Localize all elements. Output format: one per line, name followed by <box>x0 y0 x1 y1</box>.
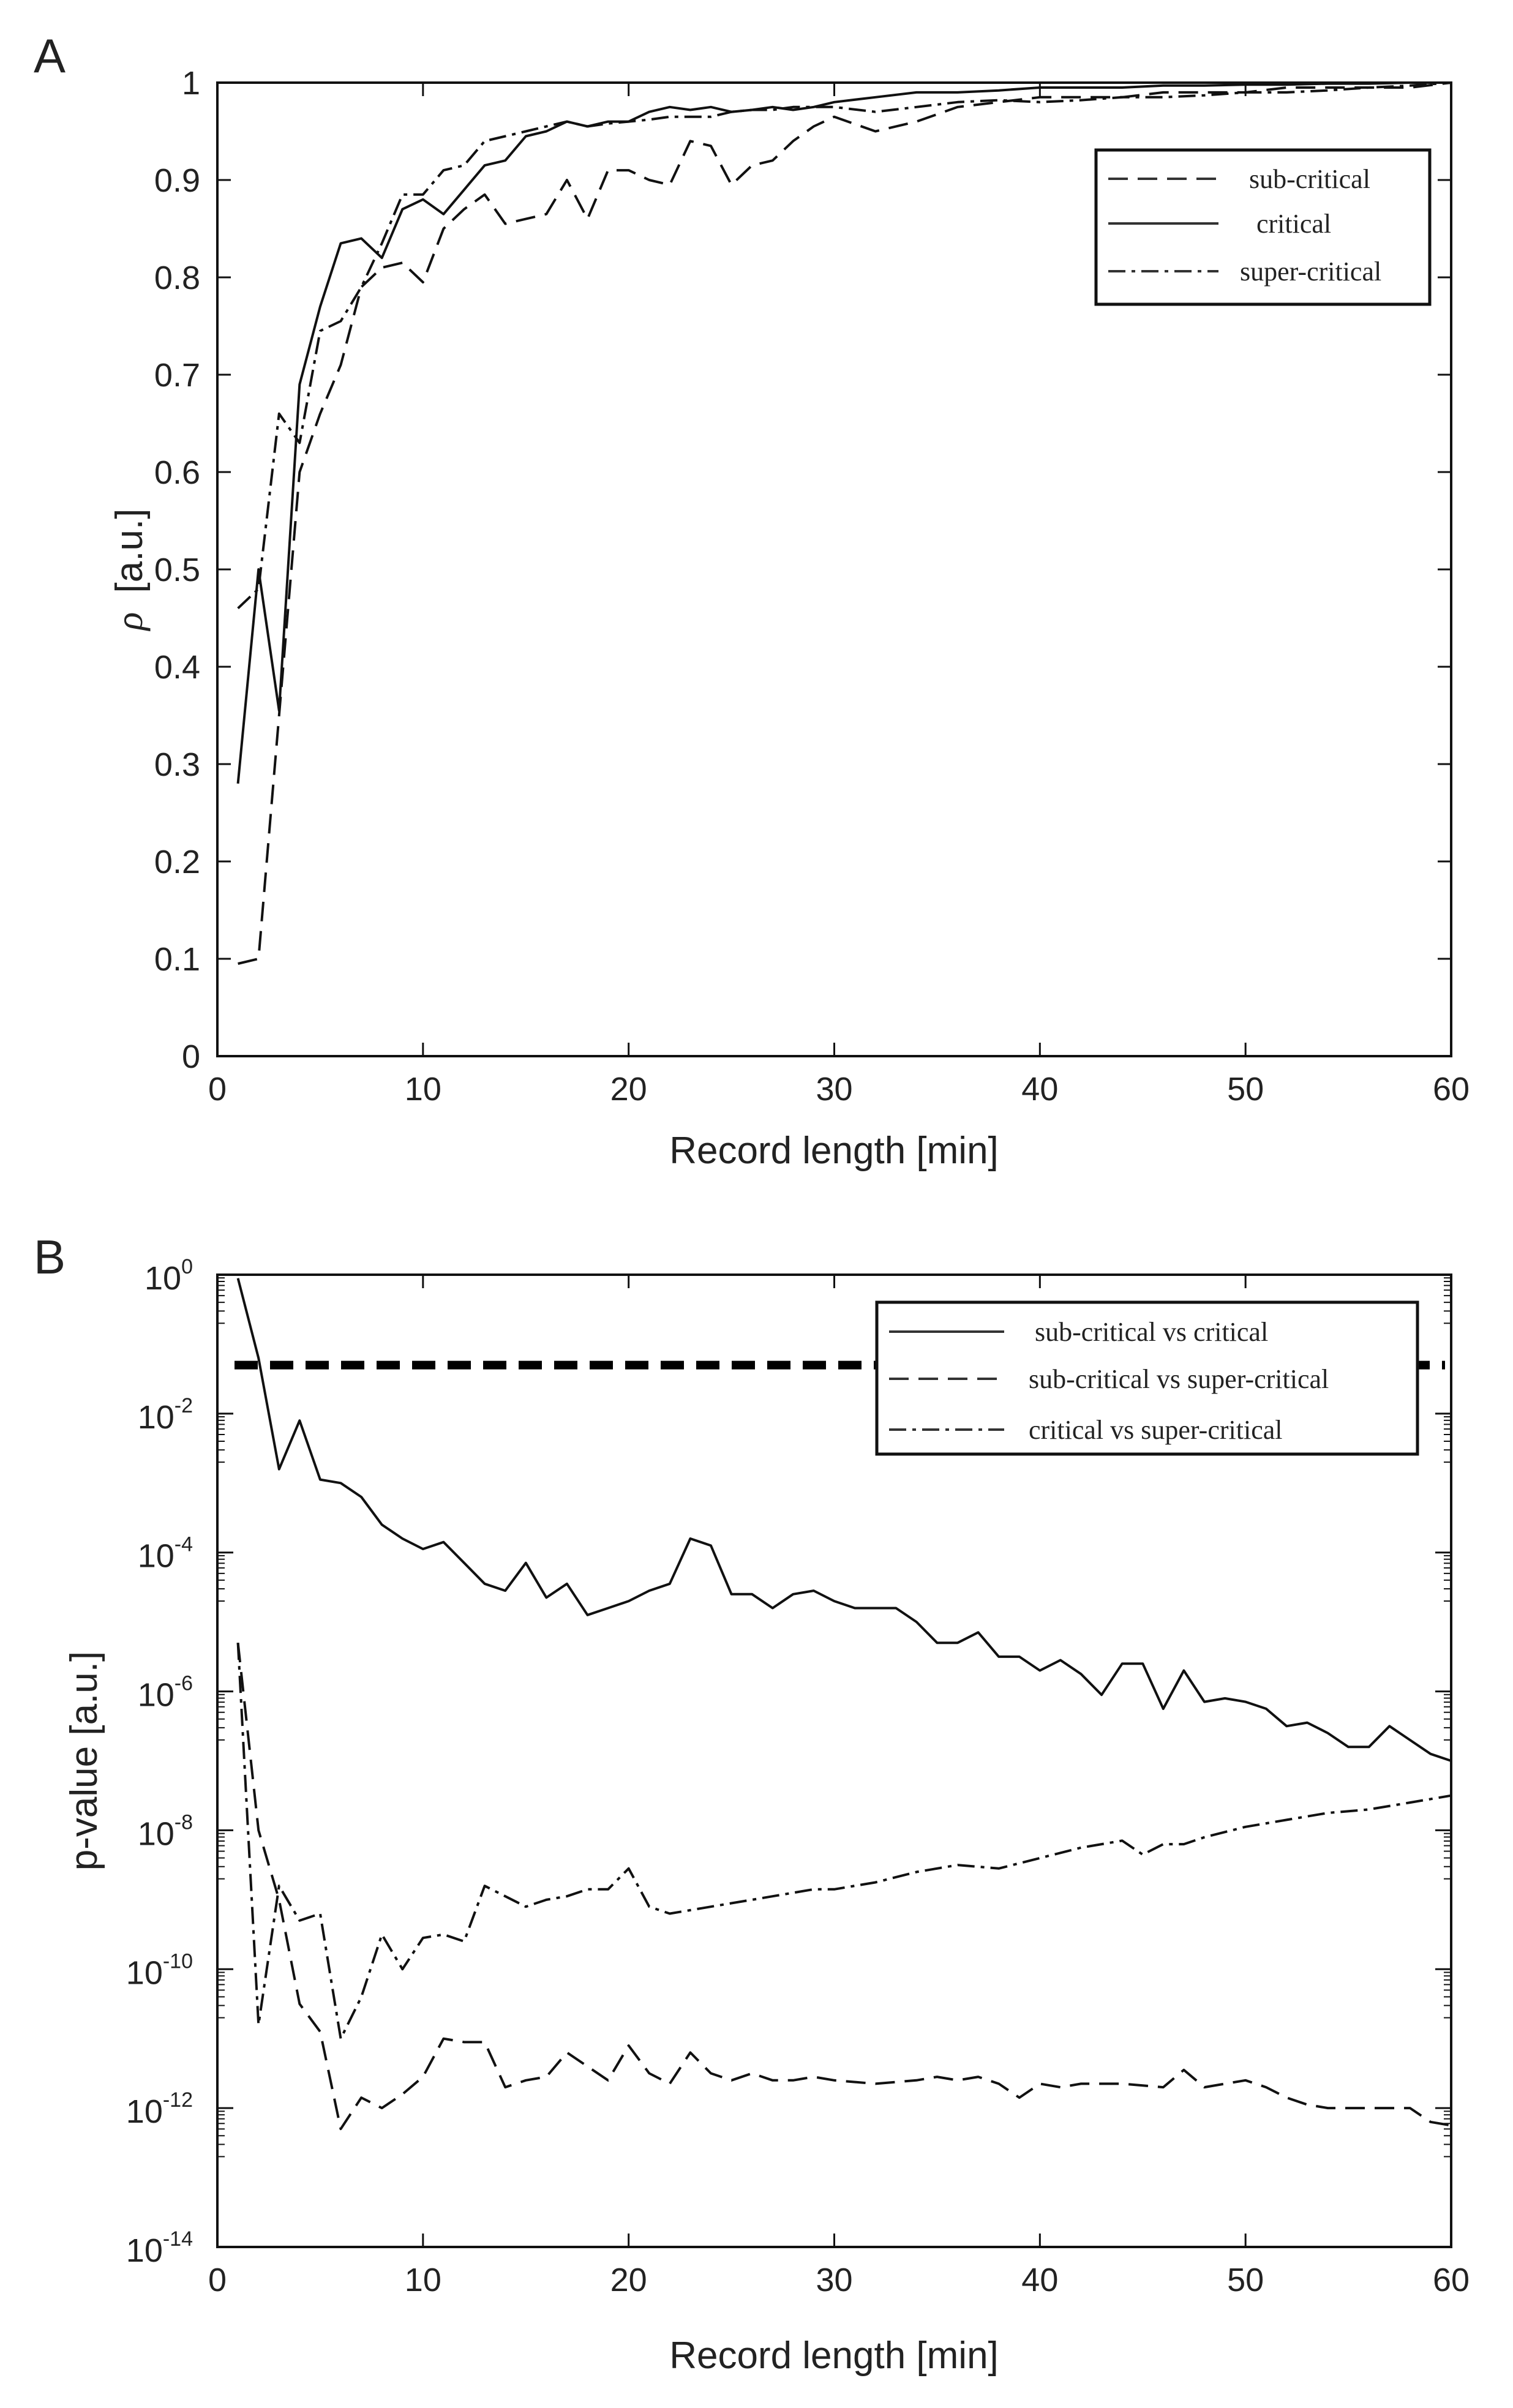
series-line-super-critical <box>237 81 1452 610</box>
panel-b-y-ticks: 100 10-2 10-4 10-6 10-8 10-10 10-12 10-14 <box>126 1255 1451 2269</box>
panel-a-y-tick-label: 0.7 <box>154 357 200 394</box>
panel-a-y-axis-symbol: ρ <box>109 612 151 632</box>
panel-b-x-tick-label: 40 <box>1021 2262 1058 2298</box>
panel-b-y-tick-label: 10-10 <box>126 1949 193 1991</box>
panel-a-x-tick-label: 0 <box>208 1071 227 1108</box>
panel-a-legend-box <box>1094 148 1432 306</box>
panel-a-y-tick-label: 0.6 <box>154 454 200 491</box>
panel-a-legend: sub-critical critical super-critical <box>1094 148 1432 306</box>
panel-a-y-ticks: 0 0.1 0.2 0.3 0.4 0.5 0.6 0.7 0.8 0.9 1 <box>154 65 1451 1075</box>
panel-a-series <box>236 81 1452 965</box>
panel-b-x-tick-label: 30 <box>816 2262 852 2298</box>
panel-b-x-tick-label: 50 <box>1227 2262 1264 2298</box>
panel-a-y-axis-label: ρ [a.u.] <box>108 509 151 632</box>
legend-label-super-critical: super-critical <box>1240 257 1381 287</box>
panel-b-x-tick-label: 20 <box>610 2262 647 2298</box>
panel-a-x-tick-label: 40 <box>1021 1071 1058 1108</box>
series-line-sub-critical-vs-critical <box>236 1278 1452 1762</box>
panel-b-x-tick-label: 60 <box>1433 2262 1470 2298</box>
panel-a-y-tick-label: 1 <box>182 65 200 102</box>
panel-a-x-ticks: 0 10 20 30 40 50 60 <box>208 83 1470 1108</box>
panel-b-x-tick-label: 10 <box>405 2262 441 2298</box>
panel-a-y-tick-label: 0 <box>182 1038 200 1075</box>
panel-b-y-tick-label: 10-4 <box>138 1533 193 1575</box>
series-line-critical <box>236 81 1451 784</box>
panel-b-series <box>236 1278 1452 2131</box>
panel-a-label: A <box>34 29 66 83</box>
panel-a-x-tick-label: 10 <box>405 1071 441 1108</box>
legend-label-critical: critical <box>1256 209 1331 239</box>
legend-label-sub-critical: sub-critical <box>1249 164 1370 194</box>
panel-b-x-ticks: 0 10 20 30 40 50 60 <box>208 1275 1470 2298</box>
panel-a-y-tick-label: 0.3 <box>154 746 200 783</box>
panel-a: A 0 10 20 30 40 50 60 0 0.1 0.2 0.3 0.4 0.5 0.6 0.7 0.… <box>34 29 1470 1172</box>
panel-a-y-tick-label: 0.5 <box>154 552 200 588</box>
panel-b-x-axis-label: Record length [min] <box>669 2335 999 2377</box>
panel-a-y-tick-label: 0.2 <box>154 844 200 880</box>
legend-label-sub-vs-super: sub-critical vs super-critical <box>1029 1364 1329 1394</box>
panel-a-x-tick-label: 20 <box>610 1071 647 1108</box>
svg-text:ρ [a.u.]: ρ [a.u.] <box>108 509 151 632</box>
legend-label-crit-vs-super: critical vs super-critical <box>1029 1415 1282 1445</box>
panel-b-label: B <box>34 1230 66 1284</box>
series-line-critical-vs-super-critical <box>236 1643 1452 2040</box>
panel-b-y-tick-label: 10-14 <box>126 2227 193 2269</box>
panel-a-y-tick-label: 0.4 <box>154 649 200 686</box>
panel-a-y-axis-unit: [a.u.] <box>108 509 151 593</box>
panel-b-y-tick-label: 10-2 <box>138 1394 193 1436</box>
panel-b-x-tick-label: 0 <box>208 2262 227 2298</box>
legend-label-sub-vs-critical: sub-critical vs critical <box>1035 1317 1268 1347</box>
panel-a-x-tick-label: 30 <box>816 1071 852 1108</box>
series-line-sub-critical <box>238 81 1452 965</box>
panel-b-y-tick-label: 10-12 <box>126 2088 193 2130</box>
panel-a-y-tick-label: 0.9 <box>154 162 200 199</box>
panel-a-x-axis-label: Record length [min] <box>669 1130 999 1172</box>
panel-a-y-tick-label: 0.8 <box>154 260 200 296</box>
panel-b-y-axis-label: p-value [a.u.] <box>63 1651 105 1870</box>
panel-b-y-tick-label: 10-8 <box>138 1810 193 1852</box>
panel-a-x-tick-label: 60 <box>1433 1071 1470 1108</box>
panel-b-legend: sub-critical vs critical sub-critical vs… <box>875 1300 1419 1456</box>
panel-a-y-tick-label: 0.1 <box>154 941 200 978</box>
panel-b-y-tick-label: 10-6 <box>138 1672 193 1714</box>
panel-b: B 0 10 20 30 40 50 60 100 10-2 10-4 10-6 10-8 10-10… <box>34 1230 1470 2377</box>
panel-a-x-tick-label: 50 <box>1227 1071 1264 1108</box>
panel-b-y-tick-label: 100 <box>145 1255 193 1297</box>
